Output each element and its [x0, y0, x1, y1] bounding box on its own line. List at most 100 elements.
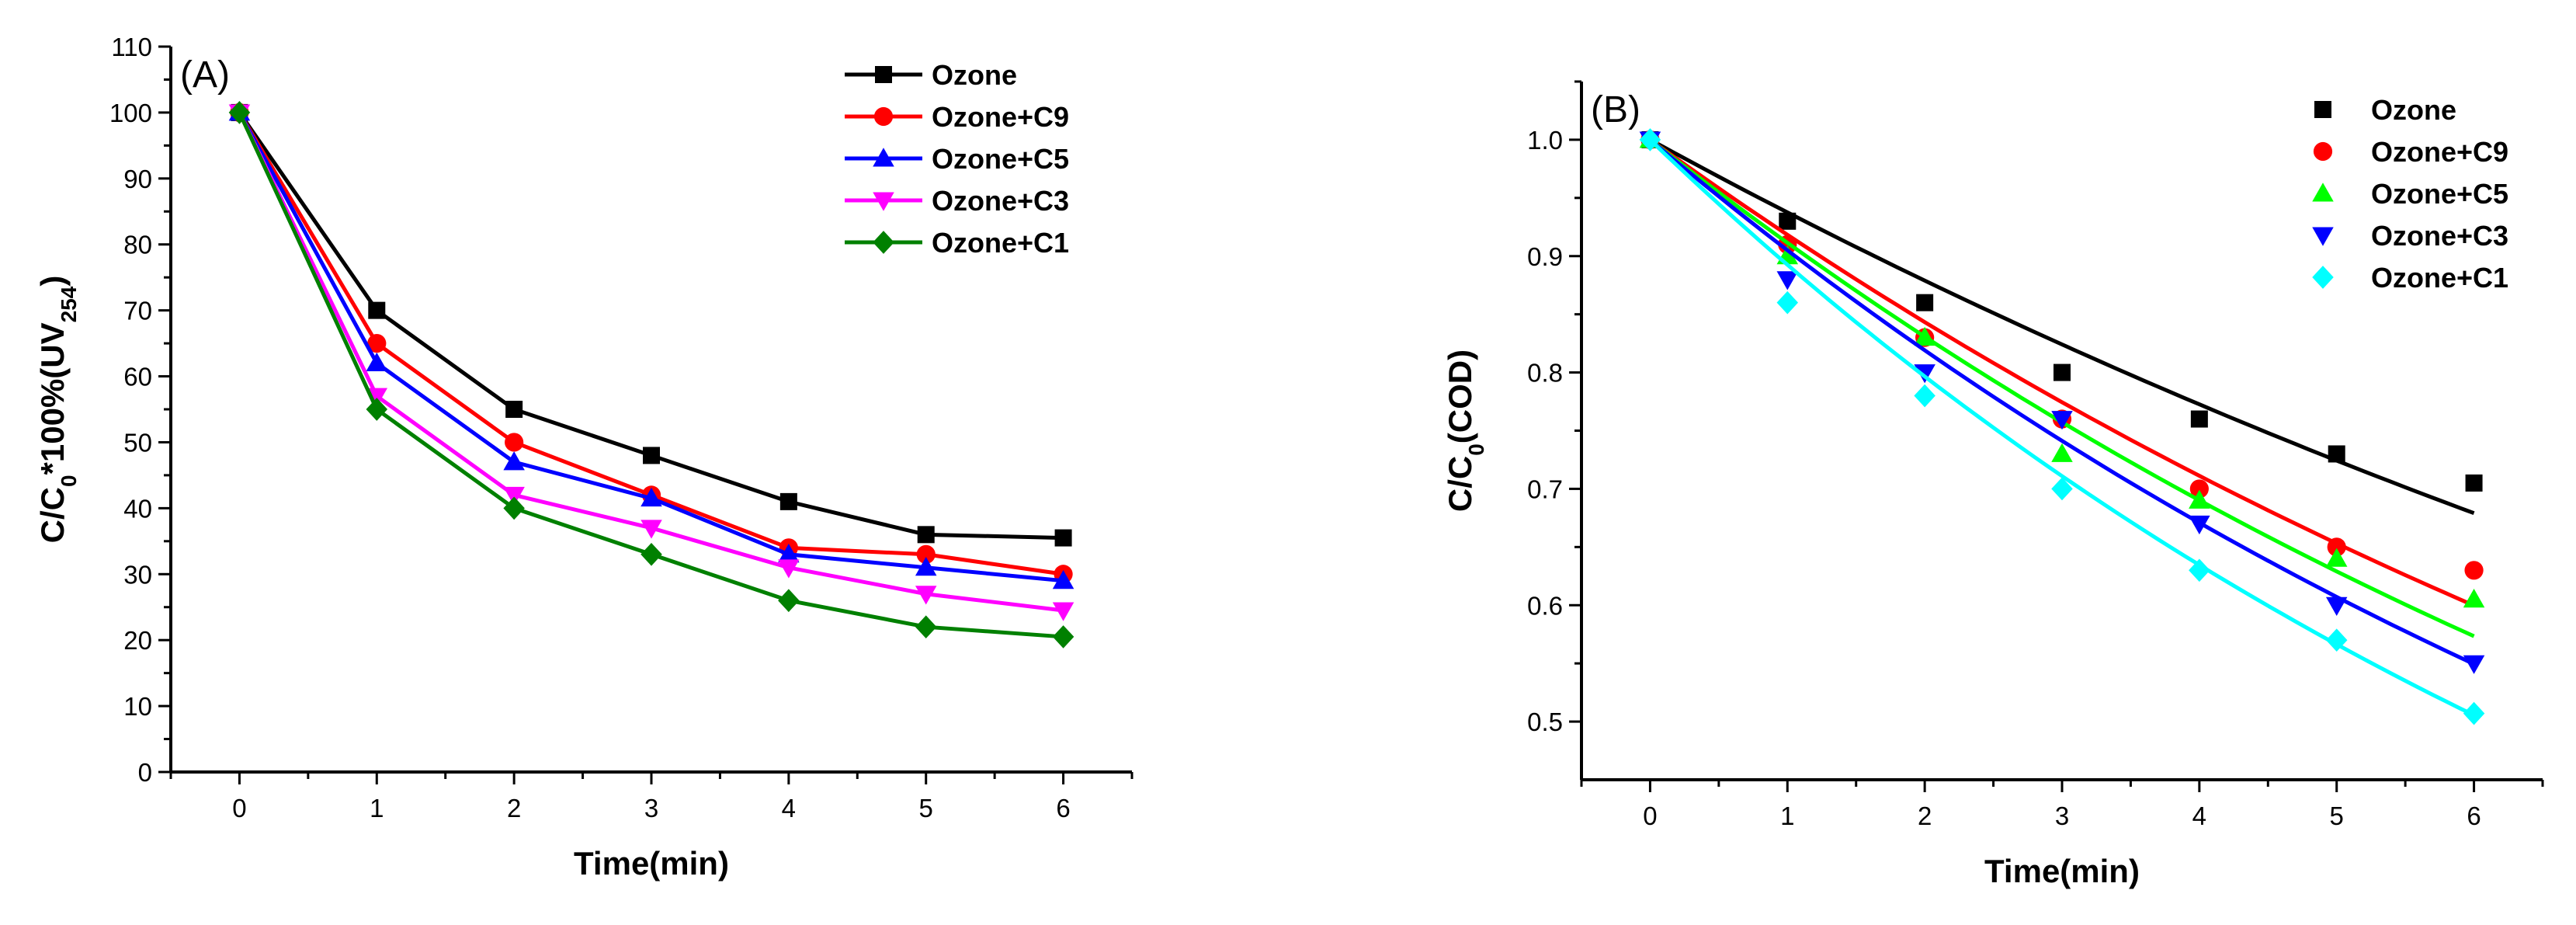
- panel-b-chart: 0 1 2 3 4 5 6 0.5 0.6 0.7 0.8 0.9 1.0 Time(min) C/C0(C…: [1442, 80, 2544, 889]
- panel-a-data-point-ozone-c5: [641, 487, 662, 507]
- panel-a-data-point-ozone-c1: [1052, 625, 1074, 649]
- panel-a-data-point-ozone-c1: [915, 615, 937, 639]
- panel-a-legend-label: Ozone+C9: [932, 101, 1069, 133]
- panel-a-data-point-ozone-c1: [641, 542, 662, 566]
- panel-b-series-ozone-c1: [1639, 128, 2485, 725]
- panel-b-legend-marker: [2312, 266, 2334, 289]
- panel-a-legend-item-ozone-c9: Ozone+C9: [845, 101, 1069, 133]
- panel-b-x-tick-label: 0: [1643, 802, 1657, 830]
- panel-a-legend-item-ozone: Ozone: [845, 59, 1017, 91]
- panel-a-data-point-ozone: [1054, 529, 1072, 547]
- panel-a-legend-item-ozone-c1: Ozone+C1: [845, 227, 1069, 259]
- panel-b-y-tick-label: 0.8: [1527, 359, 1563, 388]
- panel-b-data-point-ozone-c9: [2464, 561, 2484, 580]
- panel-b-x-tick-label: 6: [2467, 802, 2481, 830]
- panel-a-chart: 0 1 2 3 4 5 60102030405060708090100110Time(min…: [34, 33, 1134, 882]
- panel-b-data-point-ozone: [2054, 363, 2071, 381]
- panel-a-x-tick-label: 0: [232, 794, 246, 822]
- panel-b-legend-marker: [2312, 227, 2334, 246]
- panel-a-legend-marker: [873, 106, 894, 127]
- panel-b-data-point-ozone-c1: [2189, 558, 2210, 582]
- panel-a-data-point-ozone-c1: [228, 101, 251, 124]
- panel-a-data-point-ozone: [505, 401, 523, 418]
- panel-b-legend-marker: [2314, 101, 2331, 118]
- panel-a-data-point-ozone-c3: [778, 559, 800, 579]
- panel-b-y-tick-label: 0.7: [1527, 475, 1563, 503]
- panel-b-legend-item-ozone-c1: Ozone+C1: [2312, 262, 2508, 294]
- panel-b-legend-marker: [2313, 141, 2333, 162]
- panel-a-data-point-ozone: [917, 526, 935, 544]
- panel-a-x-tick-label: 3: [644, 794, 658, 822]
- panel-a-y-tick-label: 10: [123, 692, 152, 721]
- panel-b-data-point-ozone-c5: [2189, 489, 2210, 509]
- panel-b-legend-item-ozone: Ozone: [2314, 94, 2456, 126]
- panel-b-data-point-ozone: [2328, 445, 2345, 463]
- panel-a-data-point-ozone-c3: [641, 520, 662, 539]
- panel-a-y-tick-label: 60: [123, 363, 152, 391]
- panel-b-x-tick-label: 4: [2192, 802, 2206, 830]
- panel-a-data-point-ozone-c5: [915, 557, 937, 576]
- panel-b-data-point-ozone-c9: [2327, 537, 2346, 557]
- panel-b-data-point-ozone-c3: [1776, 271, 1799, 290]
- panel-a-legend-marker: [873, 231, 894, 254]
- panel-a-x-axis-title: Time(min): [574, 845, 729, 882]
- panel-a-y-axis-title: C/C0*100%(UV254): [34, 276, 81, 544]
- panel-a-legend-marker: [873, 148, 894, 167]
- panel-b-data-point-ozone-c3: [2189, 515, 2210, 535]
- panel-a-y-tick-label: 90: [123, 165, 152, 193]
- panel-a-legend-item-ozone-c3: Ozone+C3: [845, 185, 1069, 217]
- panel-b-data-point-ozone-c3: [2325, 596, 2348, 616]
- panel-a-data-point-ozone-c9: [916, 544, 936, 564]
- panel-a-y-tick-label: 30: [123, 560, 152, 589]
- panel-b-data-point-ozone-c1: [1914, 384, 1935, 408]
- panel-a-data-point-ozone-c3: [366, 388, 388, 407]
- panel-b-data-point-ozone-c5: [2463, 589, 2485, 608]
- panel-b-data-point-ozone-c1: [2325, 628, 2348, 652]
- panel-b-y-tick-label: 0.5: [1527, 708, 1563, 736]
- panel-b-data-point-ozone: [2465, 474, 2483, 492]
- panel-a-legend-label: Ozone+C3: [932, 185, 1069, 217]
- panel-b-x-tick-label: 1: [1780, 802, 1794, 830]
- panel-a-data-point-ozone-c5: [1052, 570, 1074, 589]
- panel-a-data-point-ozone-c3: [915, 586, 937, 605]
- panel-b-x-tick-label: 5: [2330, 802, 2344, 830]
- panel-a-legend-item-ozone-c5: Ozone+C5: [845, 143, 1069, 175]
- panel-a-data-point-ozone-c5: [778, 544, 800, 563]
- panel-a-data-point-ozone-c1: [778, 589, 800, 613]
- panel-a-data-point-ozone-c3: [503, 486, 525, 506]
- panel-b-series-ozone-c5: [1639, 129, 2485, 638]
- panel-b-legend-item-ozone-c9: Ozone+C9: [2313, 136, 2508, 168]
- panel-b-data-point-ozone-c1: [2463, 701, 2485, 725]
- panel-a-legend-marker: [873, 192, 894, 211]
- panel-b-legend-marker: [2312, 183, 2334, 202]
- panel-b-data-point-ozone-c1: [2051, 477, 2073, 501]
- panel-b-panel-label: (B): [1591, 89, 1640, 130]
- panel-a-data-point-ozone: [779, 492, 797, 510]
- panel-a-y-tick-label: 100: [109, 99, 152, 127]
- panel-b-legend-label: Ozone+C1: [2371, 262, 2508, 294]
- panel-a-panel-label: (A): [180, 54, 230, 96]
- panel-b-data-point-ozone-c3: [2463, 655, 2485, 674]
- panel-b-legend-label: Ozone+C3: [2371, 220, 2508, 252]
- panel-b-data-point-ozone-c3: [1914, 364, 1935, 384]
- panel-a-x-tick-label: 4: [782, 794, 796, 822]
- panel-b-data-point-ozone-c5: [2051, 443, 2073, 462]
- panel-a-y-tick-label: 50: [123, 428, 152, 457]
- panel-a-x-tick-label: 2: [507, 794, 521, 822]
- panel-b-y-tick-label: 1.0: [1527, 126, 1563, 155]
- panel-b-legend-label: Ozone: [2371, 94, 2456, 126]
- panel-a-data-point-ozone-c1: [503, 496, 525, 520]
- panel-a-series-ozone-c1: [228, 101, 1074, 649]
- panel-a-data-point-ozone-c5: [503, 451, 525, 471]
- panel-a-data-point-ozone: [643, 447, 660, 464]
- panel-b-data-point-ozone-c3: [2051, 411, 2073, 430]
- panel-a-y-tick-label: 40: [123, 494, 152, 523]
- panel-b-legend-item-ozone-c3: Ozone+C3: [2312, 220, 2508, 252]
- panel-b-legend-label: Ozone+C9: [2371, 136, 2508, 168]
- panel-b-data-point-ozone-c1: [1639, 128, 1661, 151]
- panel-b-data-point-ozone-c5: [1914, 326, 1935, 346]
- panel-a-x-tick-label: 5: [919, 794, 933, 822]
- panel-b-legend-item-ozone-c5: Ozone+C5: [2312, 178, 2508, 210]
- panel-a-data-point-ozone: [368, 301, 386, 319]
